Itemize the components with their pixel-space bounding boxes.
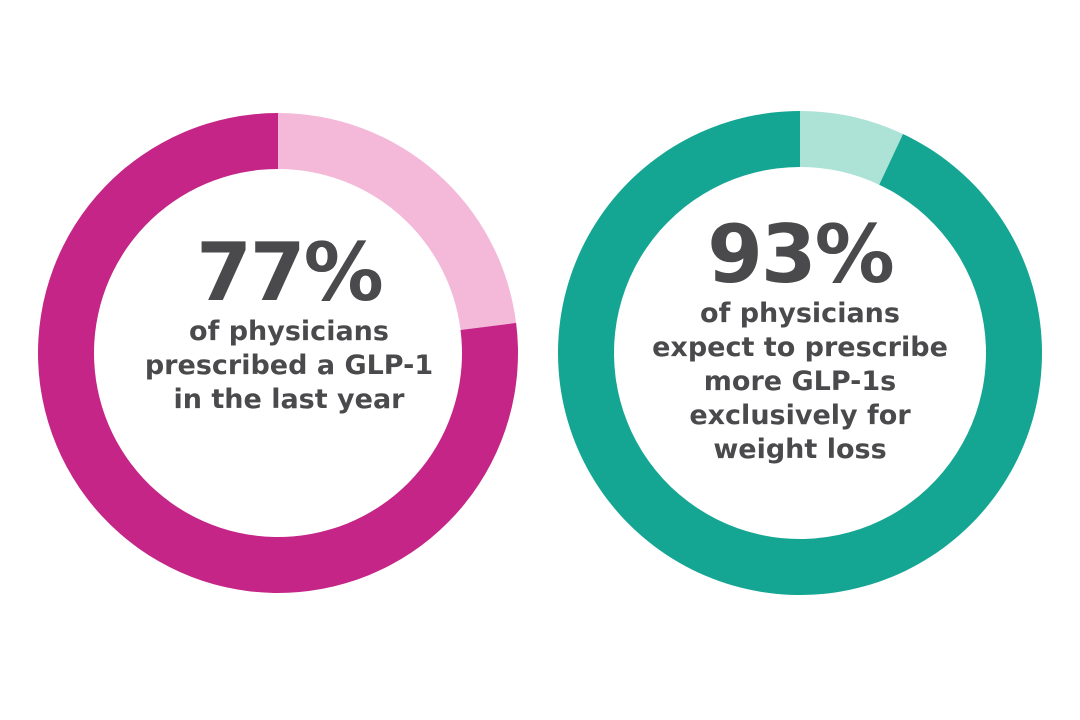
left-donut-label: 77% of physicians prescribed a GLP-1 in … xyxy=(89,231,489,417)
right-caption-line-2: expect to prescribe xyxy=(652,332,948,363)
right-caption-line-3: more GLP-1s xyxy=(703,366,897,397)
right-percent: 93% xyxy=(707,208,894,301)
donut-1-remainder-slice xyxy=(278,113,517,330)
left-caption-line-1: of physicians xyxy=(189,316,389,347)
right-caption-line-5: weight loss xyxy=(713,434,887,465)
left-caption-line-3: in the last year xyxy=(173,384,405,415)
right-caption-line-4: exclusively for xyxy=(689,400,911,431)
right-caption-line-1: of physicians xyxy=(700,298,900,329)
donut-2-remainder-slice xyxy=(800,111,904,185)
right-donut-label: 93% of physicians expect to prescribe mo… xyxy=(600,213,1000,467)
left-percent: 77% xyxy=(196,226,383,319)
left-caption-line-2: prescribed a GLP-1 xyxy=(144,350,434,381)
